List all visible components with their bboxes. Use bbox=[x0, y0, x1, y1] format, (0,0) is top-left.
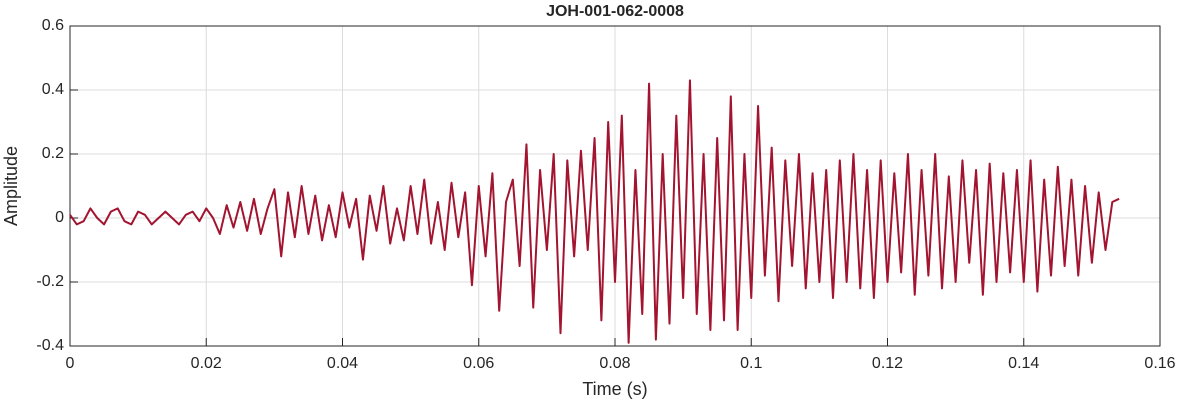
x-tick-label: 0 bbox=[66, 355, 75, 372]
x-tick-label: 0.12 bbox=[872, 355, 903, 372]
x-tick-label: 0.02 bbox=[191, 355, 222, 372]
x-axis-label: Time (s) bbox=[582, 379, 647, 399]
y-tick-label: 0 bbox=[55, 209, 64, 226]
signal-line bbox=[69, 79, 1120, 344]
chart-title: JOH-001-062-0008 bbox=[546, 3, 684, 20]
x-tick-label: 0.08 bbox=[599, 355, 630, 372]
x-tick-label: 0.1 bbox=[740, 355, 762, 372]
x-tick-label: 0.14 bbox=[1008, 355, 1039, 372]
y-axis-label: Amplitude bbox=[1, 146, 21, 226]
y-tick-label: -0.4 bbox=[36, 337, 64, 354]
axes-box bbox=[69, 25, 1161, 347]
y-tick-label: 0.6 bbox=[42, 17, 64, 34]
x-tick-label: 0.06 bbox=[463, 355, 494, 372]
y-tick-label: 0.4 bbox=[42, 81, 64, 98]
x-tick-label: 0.04 bbox=[327, 355, 358, 372]
x-tick-label: 0.16 bbox=[1144, 355, 1175, 372]
y-tick-label: -0.2 bbox=[36, 273, 64, 290]
y-tick-label: 0.2 bbox=[42, 145, 64, 162]
